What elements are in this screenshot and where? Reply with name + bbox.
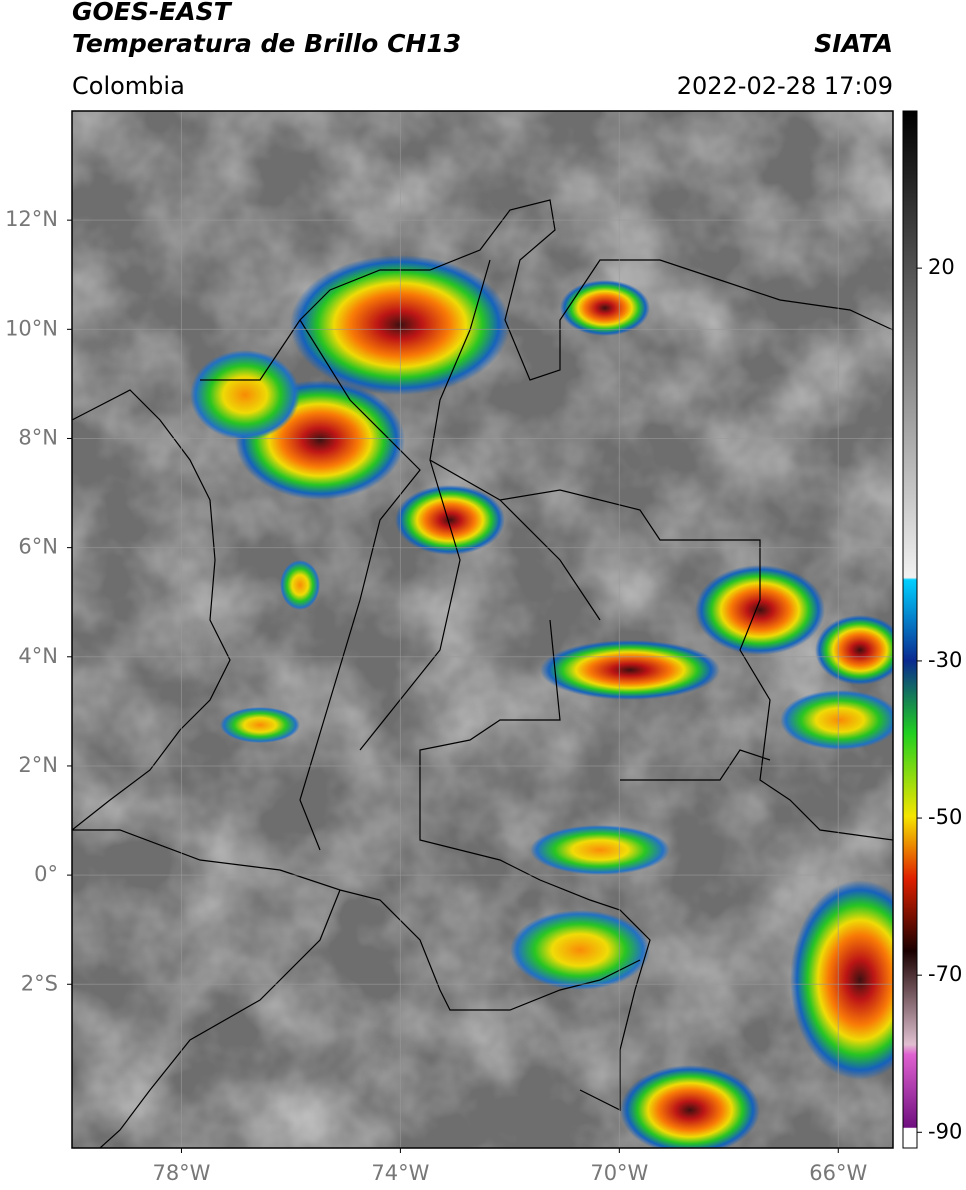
y-tick-label: 10°N: [5, 316, 58, 340]
map-frame: [71, 110, 894, 1149]
x-tick-label: 78°W: [152, 1161, 210, 1185]
colorbar: [902, 110, 918, 1149]
x-tick-label: 70°W: [590, 1161, 648, 1185]
y-tick-label: 4°N: [18, 644, 58, 668]
y-tick-label: 6°N: [18, 535, 58, 559]
y-tick-label: 2°N: [18, 753, 58, 777]
y-tick-label: 0°: [34, 862, 58, 886]
satellite-image: [72, 111, 893, 1148]
colorbar-tick-label: 20: [928, 255, 955, 279]
colorbar-tick-label: -70: [928, 962, 962, 986]
source-label: SIATA: [814, 29, 893, 58]
colorbar-tick-label: -30: [928, 648, 962, 672]
datetime-label: 2022-02-28 17:09: [677, 72, 893, 100]
title: GOES-EAST: [72, 0, 233, 26]
x-tick-label: 74°W: [371, 1161, 429, 1185]
y-tick-label: 12°N: [5, 207, 58, 231]
x-tick-label: 66°W: [809, 1161, 867, 1185]
colorbar-tick-label: -50: [928, 805, 962, 829]
y-tick-label: 8°N: [18, 425, 58, 449]
title: Temperatura de Brillo CH13: [72, 29, 461, 58]
region-label: Colombia: [72, 72, 185, 100]
colorbar-tick-label: -90: [928, 1119, 962, 1143]
y-tick-label: 2°S: [21, 971, 58, 995]
